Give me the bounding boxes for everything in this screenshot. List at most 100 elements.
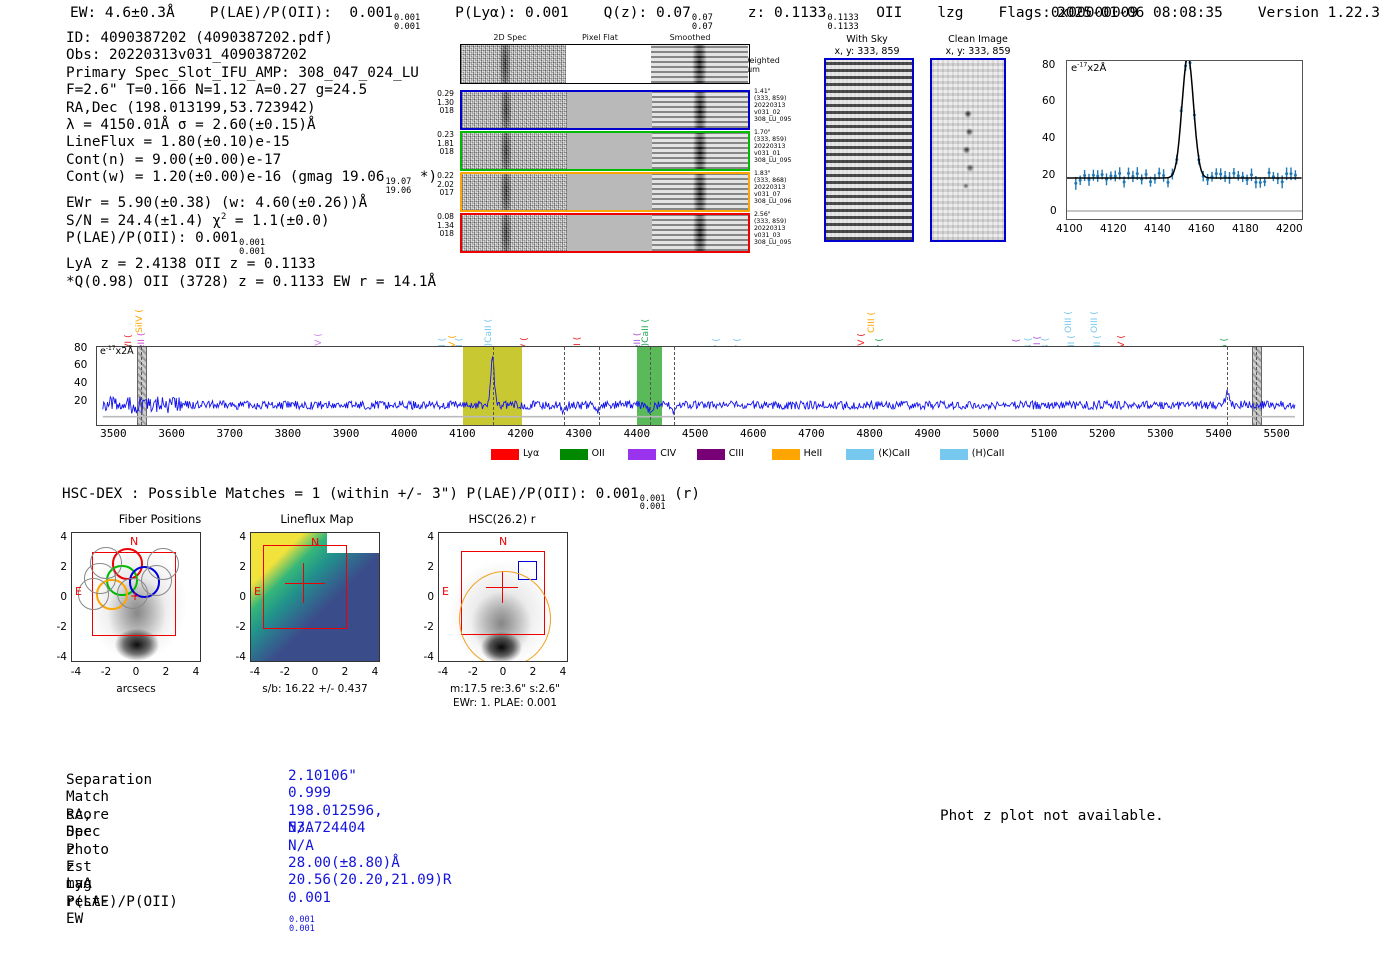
axis-ytick: 0	[427, 591, 434, 603]
table-row-value: 0.001 0.001 0.001	[288, 889, 332, 934]
zoom-chart-xtick: 4200	[1276, 223, 1303, 235]
legend-label: OII	[591, 448, 605, 459]
spectrum-line-label: SiIV (	[134, 309, 146, 333]
fiber-center-marker: +	[130, 589, 141, 603]
legend-swatch	[491, 449, 519, 460]
header-datetime: 2025-01-06 08:08:35	[1057, 5, 1223, 21]
compass-east-label: E	[75, 585, 82, 598]
axis-ytick: -4	[56, 651, 67, 663]
full-spectrum-xtick: 5100	[1030, 427, 1058, 440]
spec2d-row-meta: 1.83" (333, 868) 20220313 v031_07 308_LU_096	[754, 170, 792, 206]
axis-ytick: -2	[56, 621, 67, 633]
spec2d-row-meta: 2.56" (333, 859) 20220313 v031_03 308_LU_095	[754, 211, 792, 247]
header-qz-lo: 0.07	[691, 21, 713, 32]
spec2d-row-meta: 1.70" (333, 859) 20220313 v031_01 308_LU_095	[754, 129, 792, 165]
info-cont-w-b: *)	[419, 169, 438, 186]
info-q-line: *Q(0.98) OII (3728) z = 0.1133 EW r = 14…	[66, 273, 437, 290]
table-row-key: Spec z	[66, 824, 101, 858]
cutout-clean-image	[930, 58, 1006, 242]
spectrum-marker-line	[673, 347, 675, 425]
zoom-chart-ytick: 40	[1042, 132, 1056, 144]
axis-xtick: 2	[529, 666, 537, 678]
axis-ytick: 2	[427, 561, 434, 573]
info-primary-spec: Primary Spec_Slot_IFU_AMP: 308_047_024_L…	[66, 64, 419, 81]
cutout-title-with-sky: With Sky x, y: 333, 859	[834, 34, 900, 57]
axis-xtick: -4	[249, 666, 261, 678]
header-plae-hi: 0.001	[394, 12, 421, 23]
zoom-spectrum-chart: e-17x2Å 80 60 40 20 0 4100 4120 4140 416…	[1036, 59, 1304, 240]
info-chi2: = 1.1(±0.0)	[226, 212, 330, 229]
axis-ytick: 2	[60, 561, 67, 573]
hsc-caption-2: EWr: 1. PLAE: 0.001	[452, 697, 558, 709]
axis-xtick: 4	[559, 666, 567, 678]
header-version: Version 1.22.3	[1257, 5, 1381, 21]
info-cont-w-hi: 19.07	[385, 176, 412, 187]
spectrum-marker-line	[649, 347, 651, 425]
info-lineflux: LineFlux = 1.80(±0.10)e-15	[66, 134, 290, 151]
table-row-value: N/A	[288, 837, 314, 854]
spec2d-row-left-labels: 0.08 1.34 018	[437, 212, 454, 239]
full-spectrum-xtick: 4900	[914, 427, 941, 440]
photz-unavailable-note: Phot z plot not available.	[940, 808, 1164, 824]
header-plya: P(Lyα): 0.001	[455, 5, 569, 21]
spectrum-line-label: CIII (	[865, 311, 877, 333]
axis-ytick: -4	[423, 651, 434, 663]
cutout-title-clean-image: Clean Image x, y: 333, 859	[945, 34, 1011, 57]
full-spectrum-ytick: 20	[74, 395, 88, 407]
panel-title-hsc: HSC(26.2) r	[468, 512, 536, 526]
source-info-block: ID: 4090387202 (4090387202.pdf) Obs: 202…	[66, 30, 437, 291]
full-spectrum-xtick: 3700	[216, 427, 244, 440]
axis-ytick: -2	[423, 621, 434, 633]
info-ewr: EWr = 5.90(±0.38) (w: 4.60(±0.26))Å	[66, 195, 368, 212]
header-ew: EW: 4.6±0.3Å	[70, 5, 175, 21]
spectrum-hatch-band	[136, 347, 147, 425]
full-spectrum-line-labels: SiIV (OVI (HeII (SiIV (OII (CIV (OII ((H…	[96, 280, 1302, 357]
spec2d-summed-row	[460, 44, 750, 84]
zoom-chart-ytick: 80	[1042, 59, 1056, 71]
full-spectrum-xtick: 5300	[1147, 427, 1174, 440]
full-spectrum-xtick: 3900	[332, 427, 360, 440]
fiber-circle	[116, 577, 148, 609]
full-spectrum-xtick: 4300	[565, 427, 593, 440]
axis-xtick: -4	[437, 666, 449, 678]
lineflux-corner-mask	[327, 533, 379, 553]
axis-ytick: 4	[427, 531, 434, 543]
spec2d-row	[460, 213, 750, 253]
spec2d-row-meta: 1.41" (333, 859) 20220313 v031_02 308_LU_095	[754, 88, 792, 124]
axis-ytick: -2	[235, 621, 246, 633]
lineflux-north-label: N	[311, 536, 320, 549]
full-spectrum-xtick: 4600	[740, 427, 767, 440]
table-row-key: Separation	[66, 772, 153, 788]
axis-xtick: 2	[162, 666, 170, 678]
hsc-image-plot[interactable]: N E	[438, 532, 568, 662]
header-flags: Flags:0x00000009	[998, 5, 1139, 21]
zoom-chart-ytick: 0	[1050, 205, 1057, 217]
full-spectrum-panel: SiIV (OVI (HeII (SiIV (OII (CIV (OII ((H…	[74, 280, 1304, 470]
full-spectrum-xtick: 4100	[449, 427, 476, 440]
table-row-value: 0.999	[288, 785, 332, 802]
lineflux-colormap	[251, 533, 379, 661]
header-qz-hi: 0.07	[691, 12, 713, 23]
hsc-ellipse-aperture	[459, 571, 551, 661]
spec2d-title-2dspec: 2D Spec	[493, 33, 527, 42]
legend-swatch	[559, 449, 588, 460]
table-row-value: 20.56(20.20,21.09)R	[288, 872, 452, 889]
info-sn: S/N = 24.4(±1.4) χ	[66, 212, 221, 229]
legend-swatch	[696, 449, 725, 460]
full-spectrum-xtick: 4800	[856, 427, 883, 440]
header-plae-lo: 0.001	[394, 21, 421, 32]
zoom-chart-xtick: 4120	[1100, 223, 1127, 235]
fiber-positions-plot[interactable]: + N E	[71, 532, 201, 662]
axis-ytick: 0	[60, 591, 67, 603]
axis-xtick: 0	[311, 666, 319, 678]
table-row-value: 2.10106"	[288, 768, 357, 784]
full-spectrum-flux-unit: e-17x2Å	[100, 345, 134, 357]
info-sn-chi2: S/N = 24.4(±1.4) χ2 = 1.1(±0.0)	[66, 213, 437, 230]
lineflux-map-plot[interactable]: N E	[250, 532, 380, 662]
legend-label: HeII	[803, 448, 823, 459]
axis-xtick: 2	[341, 666, 349, 678]
full-spectrum-xtick: 4200	[507, 427, 534, 440]
header-plae-value: 0.001	[349, 5, 394, 21]
panel-title-fiber-positions: Fiber Positions	[118, 512, 202, 526]
hscdex-headline: HSC-DEX : Possible Matches = 1 (within +…	[62, 486, 700, 513]
